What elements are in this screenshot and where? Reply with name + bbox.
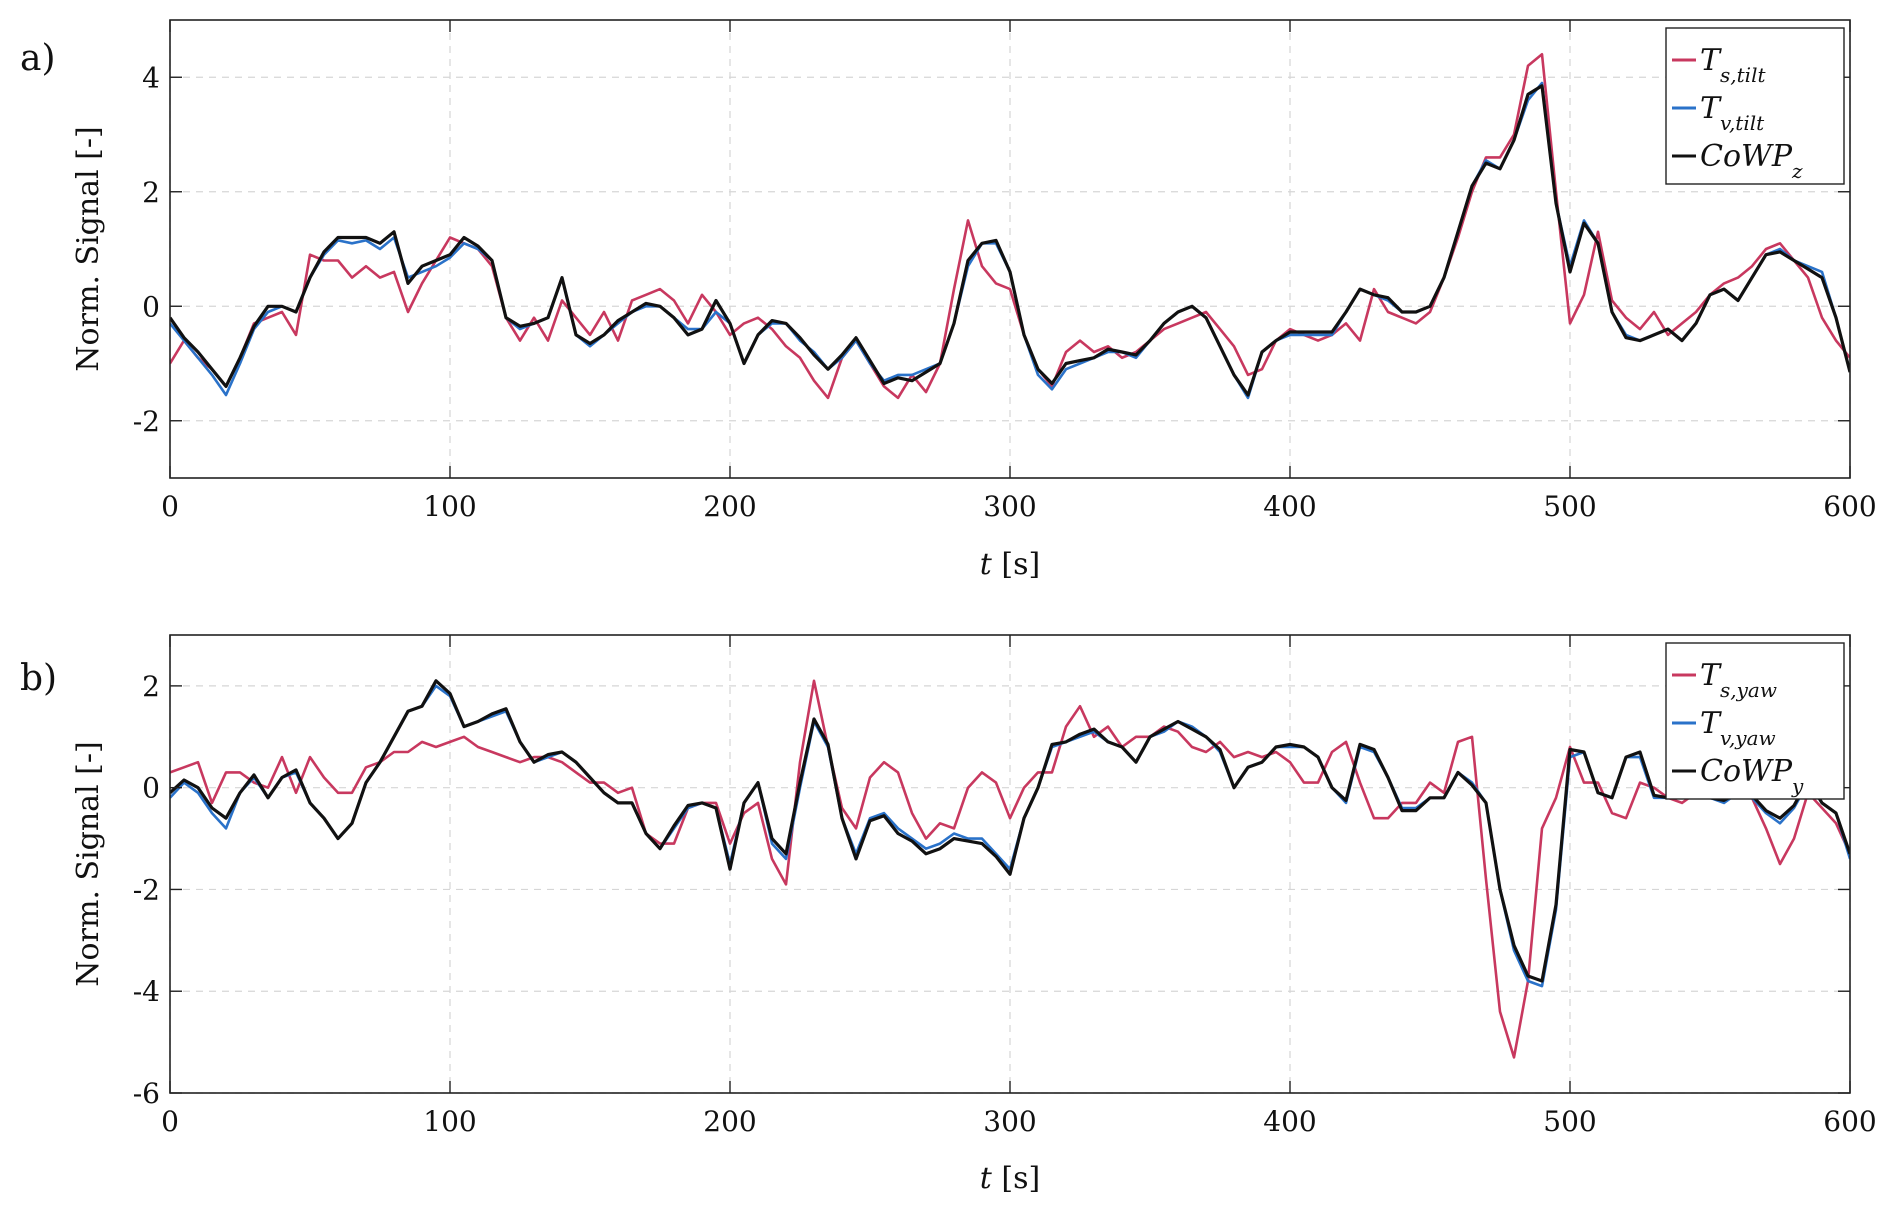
- legend-label: Tv,yaw: [1700, 706, 1776, 750]
- y-tick-label: -6: [133, 1077, 160, 1110]
- y-tick-label: 2: [142, 670, 160, 703]
- x-tick-label: 400: [1263, 490, 1316, 523]
- x-axis-label: t [s]: [980, 547, 1040, 582]
- x-tick-label: 300: [983, 1105, 1036, 1138]
- legend-label: Ts,tilt: [1700, 43, 1766, 87]
- x-tick-label: 0: [161, 490, 179, 523]
- y-tick-label: 0: [142, 290, 160, 323]
- y-tick-label: 2: [142, 176, 160, 209]
- y-axis-label: Norm. Signal [-]: [71, 741, 106, 986]
- chart-panel-b: 0 100 200 300 400 500 600 -6 -4 -2 0 2 t [s] Norm. Si…: [71, 634, 1877, 1196]
- x-tick-label: 100: [423, 490, 476, 523]
- y-tick-label: -2: [133, 405, 160, 438]
- x-tick-label: 600: [1823, 1105, 1876, 1138]
- panel-label-b: b): [20, 658, 58, 699]
- y-tick-label: -2: [133, 873, 160, 906]
- x-tick-label: 400: [1263, 1105, 1316, 1138]
- x-tick-label: 300: [983, 490, 1036, 523]
- legend-label: CoWPy: [1700, 754, 1804, 798]
- y-tick-label: 0: [142, 772, 160, 805]
- x-tick-label: 500: [1543, 490, 1596, 523]
- series-line-0: [170, 679, 1850, 1059]
- x-tick-label: 200: [703, 1105, 756, 1138]
- legend-box: [1665, 642, 1845, 800]
- y-tick-label: 4: [142, 61, 160, 94]
- y-axis-label: Norm. Signal [-]: [71, 126, 106, 371]
- legend-label: CoWPz: [1700, 139, 1803, 183]
- legend-box: [1665, 27, 1845, 185]
- x-tick-label: 100: [423, 1105, 476, 1138]
- x-tick-label: 200: [703, 490, 756, 523]
- legend-label: Tv,tilt: [1700, 91, 1765, 135]
- series-line-2: [170, 84, 1850, 397]
- panel-label-a: a): [20, 38, 56, 79]
- x-axis-label: t [s]: [980, 1161, 1040, 1196]
- x-tick-label: 0: [161, 1105, 179, 1138]
- y-tick-label: -4: [133, 975, 160, 1008]
- series-line-2: [170, 679, 1850, 983]
- legend-label: Ts,yaw: [1700, 658, 1777, 702]
- chart-panel-a: 0 100 200 300 400 500 600 -2 0 2 4 t [s] Norm. Signa…: [71, 19, 1877, 582]
- x-tick-label: 500: [1543, 1105, 1596, 1138]
- series-line-0: [170, 53, 1850, 400]
- x-tick-label: 600: [1823, 490, 1876, 523]
